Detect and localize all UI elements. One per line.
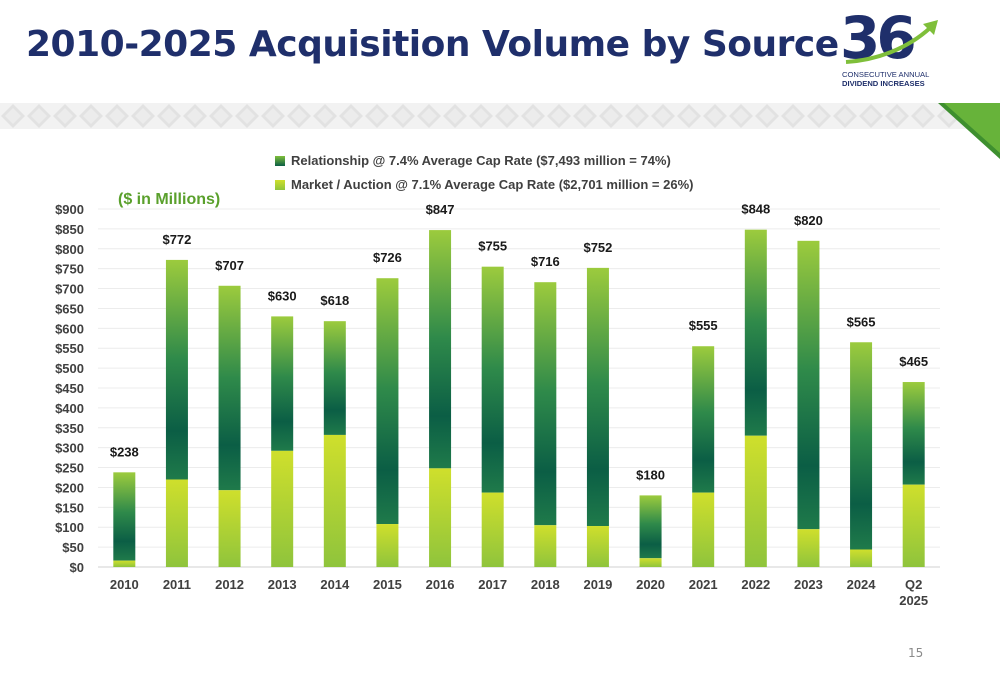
bar-market-auction xyxy=(744,435,767,567)
corner-accent xyxy=(938,103,1000,159)
bar-relationship xyxy=(692,346,715,493)
bar-total-label: $848 xyxy=(741,202,770,217)
units-label: ($ in Millions) xyxy=(118,191,220,208)
x-tick-label: 2010 xyxy=(110,577,139,592)
company-logo: 36 CONSECUTIVE ANNUAL DIVIDEND INCREASES xyxy=(838,4,953,92)
bar-market-auction xyxy=(271,450,294,567)
bar-market-auction xyxy=(639,558,662,567)
x-tick-label: 2016 xyxy=(426,577,455,592)
x-tick-label: 2015 xyxy=(373,577,402,592)
bar-total-label: $238 xyxy=(110,444,139,459)
y-tick-label: $300 xyxy=(55,441,84,456)
bar-market-auction xyxy=(323,434,346,567)
page-title: 2010-2025 Acquisition Volume by Source xyxy=(26,24,839,65)
bar-total-label: $755 xyxy=(478,239,507,254)
bar-market-auction xyxy=(165,479,188,567)
legend-swatch-market-auction xyxy=(275,180,285,190)
y-tick-label: $750 xyxy=(55,262,84,277)
bar-market-auction xyxy=(429,468,452,567)
y-tick-label: $50 xyxy=(62,540,84,555)
y-tick-label: $250 xyxy=(55,461,84,476)
bar-relationship xyxy=(376,278,399,525)
decorative-band xyxy=(0,103,1000,129)
y-tick-label: $150 xyxy=(55,500,84,515)
x-tick-label: 2012 xyxy=(215,577,244,592)
bar-total-label: $707 xyxy=(215,258,244,273)
bar-market-auction xyxy=(481,492,504,567)
bar-relationship xyxy=(218,285,241,491)
bar-market-auction xyxy=(902,484,925,567)
bar-relationship xyxy=(481,266,504,493)
bar-relationship xyxy=(639,495,662,559)
bar-relationship xyxy=(586,267,609,527)
y-tick-label: $600 xyxy=(55,321,84,336)
bar-relationship xyxy=(429,230,452,469)
y-tick-label: $350 xyxy=(55,421,84,436)
legend-swatch-relationship xyxy=(275,156,285,166)
y-tick-label: $850 xyxy=(55,222,84,237)
x-tick-label: 2024 xyxy=(847,577,877,592)
x-tick-label: 2022 xyxy=(741,577,770,592)
bar-market-auction xyxy=(376,524,399,567)
bar-relationship xyxy=(165,259,188,480)
bar-total-label: $465 xyxy=(899,354,928,369)
y-tick-label: $650 xyxy=(55,301,84,316)
bar-relationship xyxy=(113,472,136,561)
page-number: 15 xyxy=(908,646,924,660)
logo-arrow-icon xyxy=(845,20,938,64)
bar-market-auction xyxy=(850,549,873,567)
bar-total-label: $772 xyxy=(162,232,191,247)
x-tick-label: 2011 xyxy=(163,577,191,592)
y-tick-label: $0 xyxy=(70,560,84,575)
bar-total-label: $180 xyxy=(636,467,665,482)
x-tick-label: 2014 xyxy=(320,577,350,592)
x-tick-label: 2023 xyxy=(794,577,823,592)
y-tick-label: $450 xyxy=(55,381,84,396)
x-tick-label: 2025 xyxy=(899,593,928,608)
bar-total-label: $820 xyxy=(794,213,823,228)
y-tick-label: $200 xyxy=(55,480,84,495)
y-tick-label: $800 xyxy=(55,242,84,257)
bar-total-label: $555 xyxy=(689,318,718,333)
bar-total-label: $726 xyxy=(373,250,402,265)
y-tick-label: $550 xyxy=(55,341,84,356)
bar-total-label: $565 xyxy=(847,314,876,329)
bar-relationship xyxy=(744,229,767,436)
x-tick-label: 2021 xyxy=(689,577,718,592)
bar-total-label: $752 xyxy=(583,240,612,255)
acquisition-volume-chart: Relationship @ 7.4% Average Cap Rate ($7… xyxy=(55,153,940,608)
bar-total-label: $716 xyxy=(531,254,560,269)
bar-market-auction xyxy=(797,529,820,567)
legend-label-relationship: Relationship @ 7.4% Average Cap Rate ($7… xyxy=(291,153,671,168)
bar-relationship xyxy=(323,321,346,435)
y-tick-label: $500 xyxy=(55,361,84,376)
y-tick-label: $900 xyxy=(55,202,84,217)
logo-tagline-1: CONSECUTIVE ANNUAL xyxy=(842,70,930,79)
logo-tagline-2: DIVIDEND INCREASES xyxy=(842,79,925,88)
bar-market-auction xyxy=(586,526,609,567)
bar-total-label: $847 xyxy=(426,202,455,217)
bar-total-label: $618 xyxy=(320,293,349,308)
bar-relationship xyxy=(271,316,294,451)
x-tick-label: Q2 xyxy=(905,577,922,592)
x-tick-label: 2020 xyxy=(636,577,665,592)
y-tick-label: $700 xyxy=(55,282,84,297)
chart-legend: Relationship @ 7.4% Average Cap Rate ($7… xyxy=(275,153,693,192)
x-tick-label: 2013 xyxy=(268,577,297,592)
bar-relationship xyxy=(797,240,820,530)
bar-market-auction xyxy=(113,560,136,567)
x-tick-label: 2017 xyxy=(478,577,507,592)
y-tick-label: $100 xyxy=(55,520,84,535)
bar-market-auction xyxy=(692,492,715,567)
bar-total-label: $630 xyxy=(268,288,297,303)
x-tick-label: 2019 xyxy=(583,577,612,592)
bar-relationship xyxy=(534,282,557,526)
bar-relationship xyxy=(850,342,873,550)
bar-market-auction xyxy=(534,525,557,567)
y-tick-label: $400 xyxy=(55,401,84,416)
bar-market-auction xyxy=(218,490,241,567)
x-tick-label: 2018 xyxy=(531,577,560,592)
legend-label-market-auction: Market / Auction @ 7.1% Average Cap Rate… xyxy=(291,177,693,192)
bar-relationship xyxy=(902,382,925,485)
